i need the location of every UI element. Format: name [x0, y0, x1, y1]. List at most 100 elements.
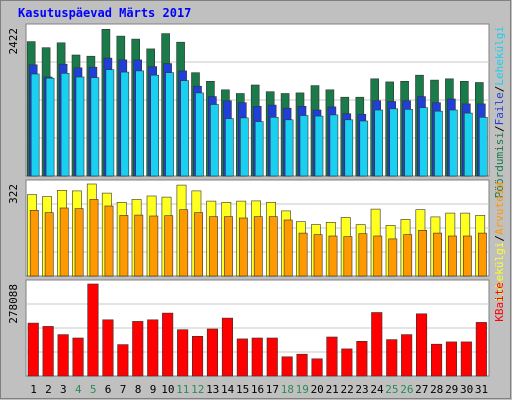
- bar-top-lehekülgi-13: [210, 104, 219, 177]
- bar-top-lehekülgi-25: [389, 108, 399, 177]
- bar-middle-arvuteid-undefined: [239, 217, 248, 277]
- bar-top-lehekülgi-6: [105, 69, 115, 177]
- bar-middle-arvuteid-undefined: [448, 235, 457, 277]
- x-label-day-7: 7: [120, 383, 127, 396]
- bar-middle-arvuteid-undefined: [358, 233, 368, 277]
- bar-bottom-kbaite-undefined: [27, 322, 39, 377]
- y-max-labels: 2422 322 278088: [7, 28, 20, 324]
- x-label-day-3: 3: [60, 383, 67, 396]
- x-label-day-25: 25: [385, 383, 398, 396]
- bar-middle-arvuteid-undefined: [403, 234, 413, 277]
- x-label-day-4: 4: [75, 383, 82, 396]
- bar-middle-arvuteid-undefined: [74, 208, 84, 277]
- bar-middle-arvuteid-undefined: [373, 235, 383, 277]
- right-label-part: /: [493, 125, 506, 132]
- x-label-day-28: 28: [430, 383, 443, 396]
- bar-bottom-kbaite-undefined: [266, 337, 278, 377]
- bar-top-lehekülgi-7: [120, 71, 130, 177]
- bar-bottom-kbaite-undefined: [326, 336, 338, 377]
- x-label-day-11: 11: [176, 383, 189, 396]
- bar-bottom-kbaite-undefined: [162, 312, 174, 377]
- x-label-day-10: 10: [161, 383, 174, 396]
- x-label-day-9: 9: [150, 383, 157, 396]
- bar-middle-arvuteid-undefined: [29, 210, 39, 277]
- bar-bottom-kbaite-undefined: [147, 319, 159, 377]
- x-label-day-13: 13: [206, 383, 219, 396]
- panel-bottom: [25, 279, 490, 377]
- bar-bottom-kbaite-undefined: [42, 326, 54, 377]
- bar-top-lehekülgi-23: [359, 120, 369, 177]
- bar-bottom-kbaite-undefined: [281, 356, 293, 377]
- right-label-part: Pöördumisi: [493, 132, 506, 198]
- bar-bottom-kbaite-undefined: [87, 283, 99, 377]
- x-label-day-2: 2: [45, 383, 52, 396]
- x-label-day-19: 19: [296, 383, 309, 396]
- x-label-day-12: 12: [191, 383, 204, 396]
- bar-middle-arvuteid-undefined: [418, 230, 427, 277]
- bar-top-lehekülgi-3: [60, 73, 70, 177]
- bar-bottom-kbaite-undefined: [460, 341, 472, 377]
- x-label-day-17: 17: [266, 383, 279, 396]
- panel-middle: [25, 179, 490, 277]
- bar-top-lehekülgi-31: [478, 117, 488, 177]
- bar-bottom-kbaite-undefined: [311, 358, 323, 377]
- bar-bottom-kbaite-undefined: [72, 337, 84, 377]
- bar-top-lehekülgi-12: [195, 92, 204, 177]
- bar-bottom-kbaite-undefined: [341, 348, 353, 377]
- bar-top-lehekülgi-2: [45, 77, 55, 177]
- right-legend-labels: Pöördumisi/Faile/LehekülgiLehekülgi/Arvu…: [493, 26, 506, 322]
- bar-top-lehekülgi-8: [135, 70, 144, 177]
- bar-bottom-kbaite-undefined: [206, 328, 218, 377]
- bar-bottom-kbaite-undefined: [296, 353, 308, 377]
- x-label-day-14: 14: [221, 383, 235, 396]
- bar-top-lehekülgi-19: [299, 115, 309, 177]
- bar-middle-arvuteid-undefined: [328, 235, 338, 277]
- right-label-middle: Lehekülgi/Arvuteid: [493, 182, 506, 301]
- x-label-day-1: 1: [30, 383, 37, 396]
- bar-bottom-kbaite-undefined: [117, 344, 129, 377]
- x-label-day-16: 16: [251, 383, 264, 396]
- bar-bottom-kbaite-undefined: [57, 334, 69, 377]
- x-label-day-29: 29: [445, 383, 458, 396]
- bar-bottom-kbaite-undefined: [177, 329, 189, 377]
- x-label-day-30: 30: [460, 383, 473, 396]
- chart-title: Kasutuspäevad Märts 2017: [18, 6, 192, 20]
- right-label-bottom: KBaite: [493, 282, 506, 322]
- bar-top-lehekülgi-4: [75, 76, 85, 177]
- bar-top-lehekülgi-24: [374, 109, 384, 177]
- right-label-part: Faile: [493, 92, 506, 125]
- bar-middle-arvuteid-undefined: [388, 238, 398, 277]
- bar-middle-arvuteid-undefined: [209, 216, 218, 277]
- bar-middle-arvuteid-undefined: [59, 207, 69, 277]
- bar-bottom-kbaite-undefined: [236, 338, 248, 377]
- y-max-label-bottom: 278088: [7, 284, 20, 324]
- bar-bottom-kbaite-undefined: [356, 340, 368, 377]
- panel-top: [25, 23, 490, 177]
- x-label-day-18: 18: [281, 383, 294, 396]
- right-label-part: /: [493, 235, 506, 242]
- bar-middle-arvuteid-undefined: [343, 236, 353, 277]
- right-label-part: KBaite: [493, 282, 506, 322]
- x-label-day-22: 22: [340, 383, 353, 396]
- bar-bottom-kbaite-undefined: [430, 343, 443, 377]
- x-label-day-24: 24: [370, 383, 384, 396]
- bar-middle-arvuteid-undefined: [477, 232, 487, 277]
- x-label-day-20: 20: [311, 383, 324, 396]
- bar-bottom-kbaite-undefined: [251, 337, 263, 377]
- bar-bottom-kbaite-undefined: [371, 312, 383, 377]
- bar-bottom-kbaite-undefined: [401, 334, 413, 377]
- bar-top-lehekülgi-22: [344, 119, 354, 177]
- bar-top-lehekülgi-28: [434, 110, 443, 177]
- bar-top-lehekülgi-5: [90, 77, 100, 177]
- right-label-part: Lehekülgi: [493, 26, 506, 86]
- x-label-day-21: 21: [326, 383, 339, 396]
- bar-bottom-kbaite-undefined: [221, 317, 233, 377]
- bar-top-lehekülgi-11: [180, 80, 189, 177]
- bar-middle-arvuteid-undefined: [433, 232, 442, 277]
- right-label-part: Lehekülgi: [493, 242, 506, 302]
- bar-top-lehekülgi-9: [150, 74, 159, 177]
- bar-top-lehekülgi-18: [284, 119, 294, 177]
- bar-top-lehekülgi-15: [240, 117, 249, 177]
- right-label-top: Pöördumisi/Faile/Lehekülgi: [493, 26, 506, 198]
